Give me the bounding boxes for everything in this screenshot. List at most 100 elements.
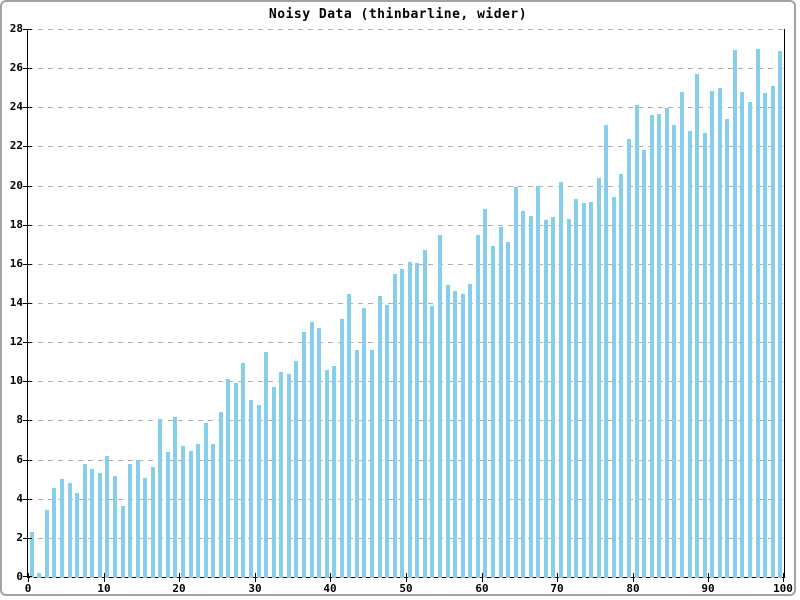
bar [317, 328, 322, 578]
bar [180, 445, 185, 578]
bar [521, 211, 526, 578]
bar [218, 411, 223, 578]
bar [112, 476, 117, 578]
gridline [28, 29, 784, 30]
bar [415, 262, 420, 578]
gridline [28, 381, 784, 382]
gridline [28, 107, 784, 108]
bar [740, 91, 745, 578]
gridline [28, 146, 784, 147]
bar [392, 273, 397, 578]
bar [657, 114, 662, 578]
plot-area: 0 2 4 6 8 10 12 14 16 18 20 22 24 26 28 0 10 20 30 40 50 60 70… [10, 23, 793, 595]
bar [732, 49, 737, 578]
bar [596, 177, 601, 578]
y-tick-label: 0 [16, 570, 23, 583]
x-tick [406, 573, 407, 582]
x-tick-label: 60 [475, 582, 489, 595]
bar [196, 443, 201, 578]
y-tick-label: 18 [9, 218, 23, 231]
bar [324, 369, 329, 578]
x-tick [179, 573, 180, 582]
gridline [28, 460, 784, 461]
y-tick-label: 14 [9, 296, 23, 309]
bar [135, 459, 140, 578]
bar [400, 268, 405, 578]
bar [294, 360, 299, 578]
bar [778, 50, 783, 578]
bar [649, 115, 654, 578]
bar [543, 219, 548, 578]
bar [445, 285, 450, 578]
y-tick [23, 538, 32, 539]
bar [634, 105, 639, 578]
bar [29, 532, 34, 578]
y-tick [23, 225, 32, 226]
bar [369, 349, 374, 578]
y-tick [23, 342, 32, 343]
bar [271, 387, 276, 578]
x-tick-label: 10 [97, 582, 111, 595]
bar [438, 235, 443, 578]
gridline [28, 225, 784, 226]
y-tick-label: 26 [9, 61, 23, 74]
bar [354, 349, 359, 578]
bar [256, 404, 261, 578]
bar [710, 90, 715, 578]
bar [82, 464, 87, 578]
bar [755, 48, 760, 578]
bar [672, 124, 677, 578]
bar [188, 450, 193, 578]
bar [453, 291, 458, 578]
bar [604, 124, 609, 578]
x-tick-label: 0 [24, 582, 32, 595]
bar [695, 74, 700, 578]
bar [339, 318, 344, 578]
bar [67, 483, 72, 578]
y-tick-label: 4 [16, 492, 23, 505]
bar [203, 423, 208, 578]
y-tick [23, 381, 32, 382]
bar [143, 478, 148, 578]
bar [574, 199, 579, 578]
y-tick [23, 107, 32, 108]
bar [286, 374, 291, 578]
y-tick [23, 303, 32, 304]
bar [770, 85, 775, 578]
bar [75, 492, 80, 578]
bar [332, 365, 337, 578]
y-tick [23, 186, 32, 187]
y-tick-label: 20 [9, 179, 23, 192]
y-tick-label: 6 [16, 453, 23, 466]
x-tick-label: 90 [701, 582, 715, 595]
bar [249, 399, 254, 578]
bar [551, 216, 556, 578]
bar [52, 487, 57, 578]
bar [430, 305, 435, 578]
bar [279, 371, 284, 578]
gridline [28, 186, 784, 187]
x-tick [28, 573, 29, 582]
gridline [28, 499, 784, 500]
y-tick-label: 22 [9, 139, 23, 152]
x-tick [330, 573, 331, 582]
bar [475, 234, 480, 578]
bar [558, 181, 563, 578]
bar [483, 209, 488, 578]
bar [211, 443, 216, 578]
bar [490, 246, 495, 578]
gridline [28, 264, 784, 265]
bar [173, 416, 178, 578]
x-tick-label: 100 [773, 582, 793, 595]
bar [105, 455, 110, 578]
bar [460, 294, 465, 578]
y-tick [23, 68, 32, 69]
chart-title: Noisy Data (thinbarline, wider) [268, 7, 528, 22]
bar [385, 304, 390, 578]
bar [725, 119, 730, 578]
x-tick [255, 573, 256, 582]
x-tick-label: 30 [248, 582, 262, 595]
bar [362, 307, 367, 578]
bar [763, 92, 768, 578]
